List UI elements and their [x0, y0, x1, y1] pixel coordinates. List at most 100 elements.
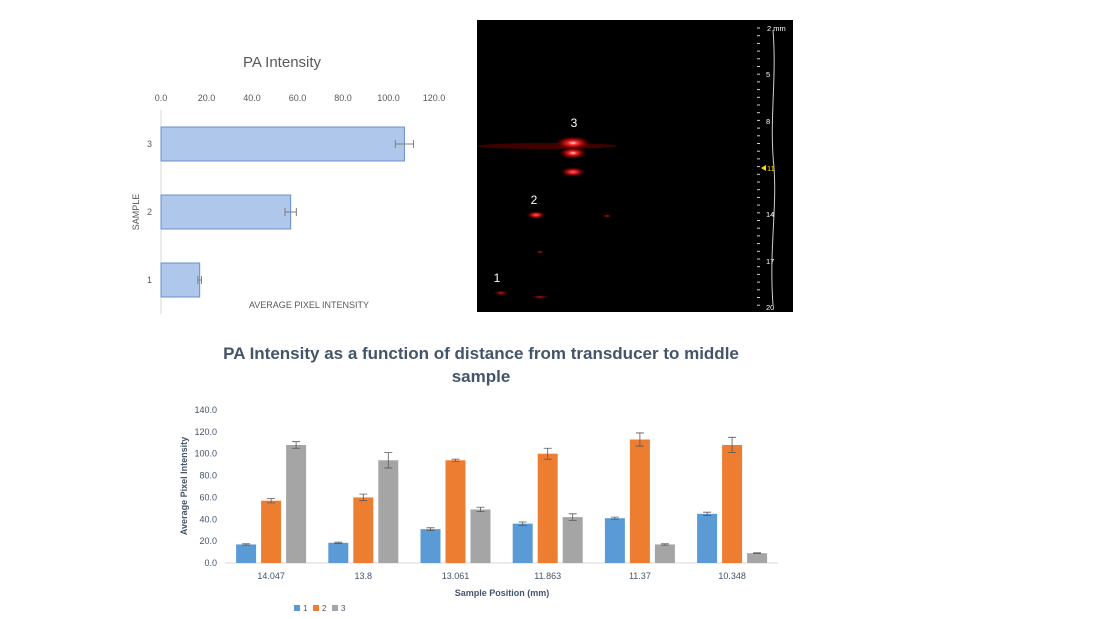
signal-blob-3-top [555, 136, 591, 150]
legend-label-2: 2 [322, 604, 327, 613]
y-tick-label: 40.0 [199, 514, 217, 524]
bar-series-2 [722, 444, 743, 563]
error-bar-series-1 [242, 543, 251, 546]
depth-scale-ticks [757, 27, 760, 306]
legend-label-1: 1 [303, 604, 308, 613]
legend-swatch-1 [294, 605, 300, 611]
bar-series-3 [747, 553, 768, 563]
category-label: 14.047 [257, 571, 285, 581]
y-category-labels: 1 2 3 [147, 139, 152, 285]
y-tick-label: 80.0 [199, 471, 217, 481]
category-label: 1 [147, 275, 152, 285]
x-tick-label: 100.0 [377, 93, 400, 103]
signal-speck-bottom [530, 295, 550, 299]
error-bar-series-1 [518, 521, 527, 526]
chart-title: PA Intensity [243, 54, 322, 71]
y-tick-label: 120.0 [194, 427, 217, 437]
category-label: 3 [147, 139, 152, 149]
bar-series-2 [445, 460, 466, 563]
legend-label-3: 3 [341, 604, 346, 613]
bar-series-2 [537, 453, 558, 563]
x-axis-label: Sample Position (mm) [455, 588, 550, 598]
image-background [477, 20, 793, 312]
signal-blob-3-low [560, 167, 586, 177]
bar-series-2 [353, 497, 374, 563]
sample-label-3: 3 [571, 116, 578, 130]
x-tick-label: 20.0 [198, 93, 216, 103]
category-label: 11.863 [534, 571, 561, 581]
x-tick-labels: 0.0 20.0 40.0 60.0 80.0 100.0 120.0 [155, 93, 446, 103]
error-bar-sample-1 [197, 276, 202, 284]
error-bar-series-2 [728, 436, 737, 454]
signal-streak-3 [477, 143, 617, 149]
depth-label-14: 14 [766, 210, 774, 219]
bar-series-1 [236, 544, 257, 563]
x-axis-label: AVERAGE PIXEL INTENSITY [249, 300, 369, 310]
bar-sample-2 [160, 194, 292, 230]
error-bar-series-3 [476, 506, 485, 513]
x-tick-label: 0.0 [155, 93, 168, 103]
error-bar-series-3 [384, 452, 393, 469]
depth-label-2mm: 2 mm [767, 24, 786, 33]
pa-intensity-hbar-chart: PA Intensity 0.0 20.0 40.0 60.0 80.0 100.0 120… [131, 54, 446, 314]
bars [160, 126, 405, 298]
error-bar-series-1 [426, 527, 435, 531]
x-tick-label: 80.0 [334, 93, 352, 103]
bar-series-3 [378, 460, 399, 563]
error-bar-series-2 [267, 498, 276, 504]
x-tick-label: 60.0 [289, 93, 307, 103]
error-bar-series-1 [334, 541, 343, 544]
legend-swatch-2 [313, 605, 319, 611]
legend: 1 2 3 [294, 604, 346, 613]
bar-sample-1 [160, 262, 201, 298]
bar-series-2 [629, 439, 650, 563]
error-bar-series-3 [753, 552, 762, 555]
depth-marker-icon [761, 165, 766, 171]
x-tick-label: 40.0 [243, 93, 261, 103]
error-bar-series-2 [359, 493, 368, 502]
bars [236, 439, 768, 563]
category-label: 10.348 [718, 571, 746, 581]
y-axis-label: Average Pixel Intensity [179, 437, 189, 535]
chart-title-line2: sample [452, 367, 511, 386]
y-axis-label: SAMPLE [131, 194, 141, 231]
sample-label-1: 1 [494, 271, 501, 285]
pa-intensity-vs-position-chart: PA Intensity as a function of distance f… [179, 344, 778, 613]
sample-label-2: 2 [531, 193, 538, 207]
error-bar-sample-2 [284, 208, 297, 216]
bar-series-1 [697, 513, 718, 563]
error-bar-series-2 [543, 447, 552, 460]
y-tick-label: 20.0 [199, 536, 217, 546]
bar-series-2 [261, 500, 282, 563]
signal-blob-2 [526, 211, 546, 219]
bar-sample-3 [160, 126, 405, 162]
error-bars [242, 432, 762, 555]
depth-label-5: 5 [766, 70, 770, 79]
signal-speck-mid [536, 250, 544, 254]
signal-blob-1 [493, 290, 509, 296]
error-bar-series-2 [451, 458, 460, 462]
depth-label-20: 20 [766, 303, 774, 312]
depth-label-11: 11 [767, 164, 775, 173]
chart-title-line1: PA Intensity as a function of distance f… [223, 344, 739, 363]
bar-series-3 [286, 444, 307, 563]
signal-blobs [477, 136, 617, 299]
signal-blob-3-main [559, 147, 587, 159]
signal-speck-2 [602, 214, 612, 218]
y-tick-labels: 0.0 20.0 40.0 60.0 80.0 100.0 120.0 140.0 [194, 405, 217, 568]
bar-series-1 [328, 542, 349, 563]
error-bar-series-3 [292, 441, 301, 449]
error-bar-series-1 [703, 511, 712, 516]
error-bar-series-1 [610, 516, 619, 520]
error-bar-series-2 [635, 432, 644, 447]
category-label: 2 [147, 207, 152, 217]
category-label: 11.37 [629, 571, 651, 581]
x-tick-label: 120.0 [423, 93, 446, 103]
bar-series-3 [470, 509, 491, 563]
y-tick-label: 100.0 [194, 449, 217, 459]
error-bar-sample-3 [394, 140, 415, 148]
error-bars [197, 140, 415, 284]
bar-series-1 [420, 529, 441, 563]
category-label: 13.8 [355, 571, 373, 581]
bar-series-3 [654, 544, 675, 563]
